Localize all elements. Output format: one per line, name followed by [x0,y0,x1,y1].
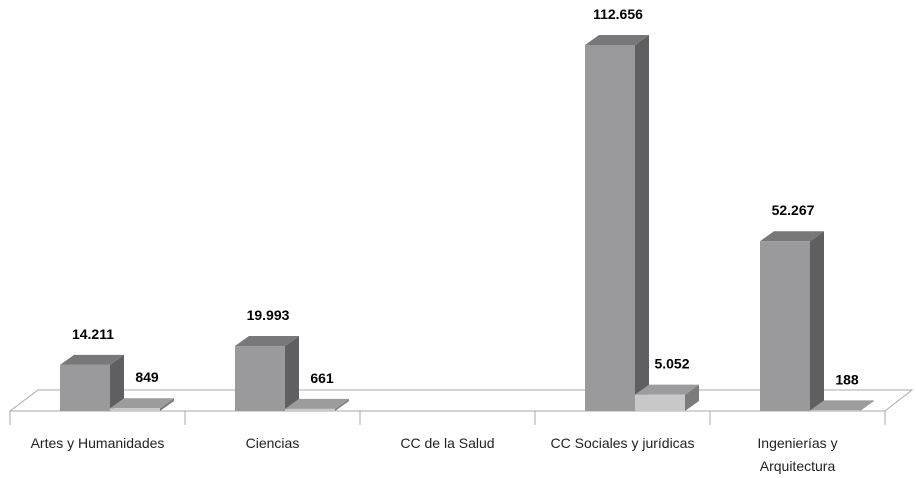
bar-front [635,394,685,411]
value-label: 849 [135,369,159,385]
x-tick-label: Ciencias [245,435,300,451]
value-label: 661 [310,370,334,386]
bar-top [810,400,874,411]
x-tick-label: CC Sociales y jurídicas [550,435,695,451]
bar-top [760,231,824,242]
bar-side [160,398,174,411]
bar-front [585,45,635,411]
bar-front [235,346,285,411]
bar-side [335,398,349,411]
x-tick-label: Ingenierías y Arquitectura [757,435,838,474]
bar-side [860,400,874,411]
bar [760,231,824,411]
bar-front [760,241,810,411]
value-label: 14.211 [72,326,114,342]
x-tick-label: Artes y Humanidades [30,435,165,451]
bar-top [585,35,649,45]
bar-front [810,410,860,411]
bar [235,336,299,411]
bar-side [685,384,699,411]
bar-side [810,231,824,411]
bar-side [635,35,649,411]
bar [810,400,874,411]
value-label: 112.656 [593,6,643,22]
bar-top [60,354,124,365]
bar-front [60,364,110,411]
bar-top [635,384,699,395]
x-tick-label: CC de la Salud [400,435,495,451]
bar [585,35,649,411]
bar-top [285,398,349,409]
value-label: 19.993 [247,307,290,323]
bar-top [110,398,174,409]
bar-front [110,408,160,411]
value-label: 188 [835,371,859,387]
value-label: 5.052 [654,356,689,372]
bar-side [110,354,124,411]
bar-top [235,336,299,347]
bar [285,398,349,411]
bar [110,398,174,411]
bar-side [285,336,299,411]
bar [60,354,124,411]
bar [635,384,699,411]
bar-front [285,408,335,411]
value-label: 52.267 [772,202,815,218]
